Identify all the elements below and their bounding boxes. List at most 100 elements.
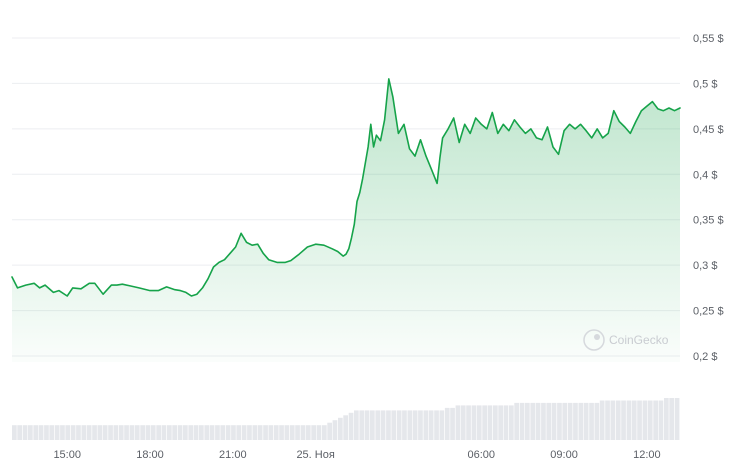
volume-bar [257,425,263,440]
volume-bar [188,425,194,440]
volume-bar [444,407,450,440]
volume-bar [177,425,183,440]
volume-bar [514,402,519,440]
volume-bar [428,410,434,440]
volume-bar [247,425,252,440]
volume-bar [642,400,648,440]
x-tick-label: 25. Ноя [296,449,334,461]
volume-bar [295,425,300,440]
x-tick-label: 15:00 [53,449,81,461]
volume-bar [102,425,108,440]
volume-bar [199,425,204,440]
price-area-fill [12,78,680,363]
volume-bar [626,400,632,440]
volume-bar [279,425,284,440]
volume-bar [567,402,573,440]
volume-bar [546,402,552,440]
volume-bar [375,410,381,440]
volume-bar [354,410,359,440]
volume-bar [658,400,664,440]
volume-bar [22,425,28,440]
volume-bar [118,425,124,440]
y-tick-label: 0,35 $ [693,215,724,227]
volume-bar [525,402,530,440]
volume-bar [134,425,140,440]
volume-bar [503,405,509,440]
volume-bar [49,425,55,440]
volume-bar [215,425,220,440]
volume-bar [204,425,210,440]
y-tick-label: 0,3 $ [693,260,717,272]
volume-bar [44,425,49,440]
volume-bar [391,410,397,440]
watermark: CoinGecko [583,329,669,351]
volume-bar [97,425,103,440]
volume-bar [519,402,525,440]
volume-bar [615,400,621,440]
volume-bar [605,400,610,440]
x-tick-label: 12:00 [633,449,661,461]
volume-bar [386,410,391,440]
y-tick-label: 0,4 $ [693,169,717,181]
volume-bar [86,425,92,440]
volume-bar [129,425,135,440]
volume-bar [332,420,338,440]
volume-bar [161,425,167,440]
volume-bar [113,425,119,440]
volume-bar [562,402,568,440]
volume-bar [60,425,65,440]
x-tick-label: 18:00 [136,449,164,461]
volume-bar [327,422,332,440]
y-axis: 0,2 $ 0,25 $ 0,3 $ 0,35 $ 0,4 $ 0,45 $ 0,5 $ 0,… [693,33,724,363]
volume-bar [54,425,60,440]
volume-bar [343,415,348,440]
volume-bar [33,425,39,440]
volume-bar [434,410,439,440]
volume-bar [423,410,429,440]
price-area [11,78,681,363]
volume-bar [674,398,680,440]
volume-bar [241,425,247,440]
volume-bar [220,425,226,440]
volume-bar [108,425,113,440]
volume-bar [402,410,407,440]
volume-bar [460,405,466,440]
x-tick-label: 06:00 [467,449,495,461]
volume-bar [541,402,546,440]
volume-bar [599,400,605,440]
volume-bar [450,407,455,440]
volume-bar [305,425,311,440]
volume-bar [610,400,616,440]
volume-bar [140,425,145,440]
x-tick-label: 09:00 [550,449,578,461]
volume-bar [573,402,578,440]
price-line [11,78,681,297]
volume-bar [311,425,316,440]
volume-bar [578,402,584,440]
volume-bar [621,400,626,440]
volume-bar [418,410,423,440]
volume-bar [647,400,653,440]
volume-bar [551,402,557,440]
volume-bar [471,405,477,440]
volume-bar [65,425,71,440]
volume-bar [28,425,33,440]
volume-bar [284,425,290,440]
volume-bar [193,425,199,440]
volume-bar [594,402,600,440]
volume-bars [12,398,680,440]
y-tick-label: 0,45 $ [693,124,724,136]
volume-bar [396,410,402,440]
volume-bar [530,402,536,440]
watermark-text: CoinGecko [609,333,669,347]
volume-bar [493,405,498,440]
volume-bar [466,405,471,440]
y-tick-label: 0,5 $ [693,78,717,90]
volume-bar [81,425,87,440]
volume-bar [183,425,188,440]
volume-bar [583,402,589,440]
x-tick-label: 21:00 [219,449,247,461]
volume-bar [487,405,493,440]
volume-bar [407,410,413,440]
